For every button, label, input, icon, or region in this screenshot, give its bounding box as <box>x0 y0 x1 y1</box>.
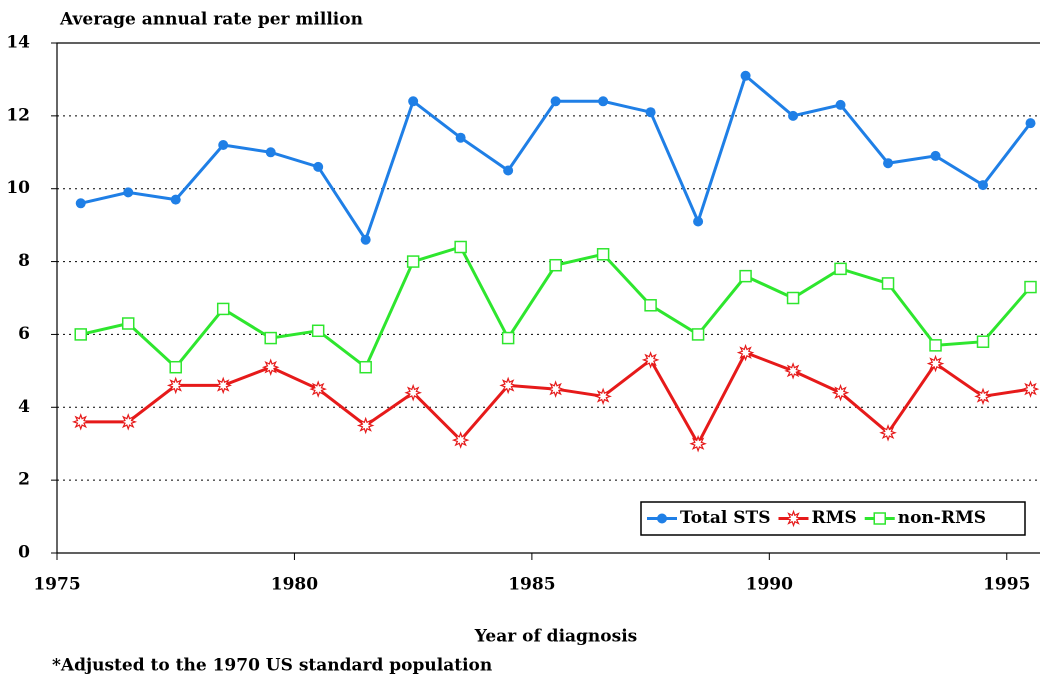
data-point <box>218 140 229 150</box>
data-point <box>313 161 324 172</box>
axes <box>56 42 1040 554</box>
data-point <box>1021 380 1040 398</box>
data-point <box>121 317 135 330</box>
data-point <box>170 194 181 205</box>
data-point <box>404 383 422 402</box>
data-point <box>454 240 467 254</box>
data-point <box>406 255 420 268</box>
data-point <box>265 147 276 158</box>
data-point <box>691 328 705 341</box>
data-point <box>596 248 610 261</box>
x-tick-label: 1975 <box>33 575 80 595</box>
y-tick-label: 12 <box>6 105 30 125</box>
data-point <box>499 376 517 395</box>
data-point <box>408 96 419 107</box>
data-point <box>831 383 850 402</box>
legend-marker <box>657 513 667 524</box>
data-point <box>503 165 514 176</box>
data-point <box>594 387 612 406</box>
data-point <box>360 234 371 245</box>
chart-title: Average annual rate per million <box>59 10 363 30</box>
data-point <box>881 277 895 290</box>
x-axis-label: Year of diagnosis <box>474 627 637 647</box>
data-point <box>929 339 942 352</box>
data-point <box>736 343 755 362</box>
data-point <box>214 376 233 395</box>
data-point <box>261 358 280 376</box>
data-point <box>879 424 897 442</box>
data-point <box>75 198 86 209</box>
data-point <box>359 360 372 374</box>
data-point <box>166 376 185 395</box>
data-point <box>550 96 561 107</box>
data-point <box>883 158 894 169</box>
data-point <box>740 70 751 81</box>
x-tick-label: 1995 <box>983 575 1030 595</box>
data-point <box>926 354 945 373</box>
legend-label: Total STS <box>680 508 771 528</box>
data-point <box>123 187 134 198</box>
data-point <box>501 331 515 345</box>
y-tick-label: 6 <box>18 324 30 344</box>
data-point <box>264 331 277 345</box>
x-tick-label: 1990 <box>746 575 793 595</box>
data-point <box>546 380 565 398</box>
data-point <box>834 262 847 276</box>
data-point <box>119 413 138 431</box>
data-point <box>645 107 656 118</box>
legend-label: non-RMS <box>898 508 986 528</box>
y-tick-label: 0 <box>18 543 30 563</box>
legend-box <box>640 501 1026 536</box>
data-point <box>974 387 992 406</box>
data-point <box>455 132 466 143</box>
data-point <box>451 431 470 449</box>
data-point <box>598 96 609 107</box>
x-tick-label: 1980 <box>271 575 318 595</box>
data-point <box>311 324 325 338</box>
data-point <box>930 150 941 161</box>
data-point <box>549 258 562 272</box>
data-point <box>788 110 799 121</box>
data-point <box>693 216 704 227</box>
legend-label: RMS <box>812 508 857 528</box>
y-tick-label: 10 <box>6 178 30 198</box>
data-point <box>169 360 182 374</box>
data-point <box>644 299 657 312</box>
data-point <box>835 99 846 110</box>
x-tick-label: 1985 <box>508 575 555 595</box>
data-point <box>978 180 989 191</box>
data-point <box>1024 280 1037 294</box>
legend-marker <box>784 509 803 528</box>
legend-marker <box>873 512 886 525</box>
y-tick-label: 4 <box>18 397 30 417</box>
data-point <box>786 291 800 305</box>
data-point <box>1025 118 1036 129</box>
data-point <box>216 302 230 316</box>
data-point <box>689 434 707 453</box>
data-point <box>641 351 660 369</box>
data-point <box>976 335 990 348</box>
y-tick-label: 14 <box>6 33 30 53</box>
y-tick-label: 8 <box>18 251 30 271</box>
data-point <box>784 362 802 380</box>
y-tick-label: 2 <box>18 470 30 490</box>
data-point <box>739 269 752 283</box>
data-point <box>74 328 87 341</box>
footnote: *Adjusted to the 1970 US standard popula… <box>52 656 492 676</box>
data-point <box>71 413 90 431</box>
data-point <box>356 416 375 435</box>
legend: Total STS RMS non-RMS <box>640 501 1026 536</box>
data-point <box>309 380 327 398</box>
